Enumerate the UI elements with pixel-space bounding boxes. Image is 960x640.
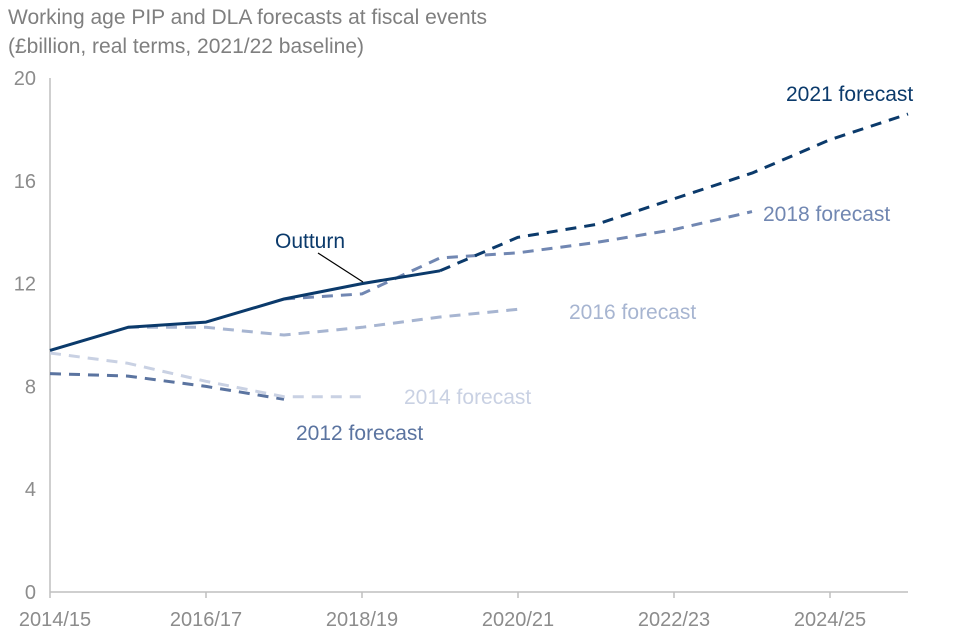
series-outturn bbox=[49, 269, 441, 352]
x-tick-label: 2014/15 bbox=[19, 609, 91, 631]
x-tick-label: 2018/19 bbox=[326, 609, 398, 631]
outturn-leader-line bbox=[317, 252, 364, 283]
label-outturn: Outturn bbox=[275, 230, 345, 253]
label-2021-forecast: 2021 forecast bbox=[786, 83, 913, 106]
label-2018-forecast: 2018 forecast bbox=[763, 203, 890, 226]
x-tick-label: 2020/21 bbox=[482, 609, 554, 631]
y-tick-label: 8 bbox=[25, 376, 36, 398]
label-2012-forecast: 2012 forecast bbox=[296, 422, 423, 445]
label-2014-forecast: 2014 forecast bbox=[404, 386, 531, 409]
chart-subtitle: (£billion, real terms, 2021/22 baseline) bbox=[8, 35, 365, 58]
x-tick-label: 2022/23 bbox=[638, 609, 710, 631]
series-lines bbox=[49, 112, 909, 401]
series-2021-forecast bbox=[439, 112, 909, 273]
y-tick-label: 20 bbox=[14, 68, 36, 90]
axis-ticks: 0 4 8 12 16 20 2014/15 2016/17 2018/19 2020/21 202… bbox=[14, 68, 866, 631]
series-2012-forecast bbox=[49, 372, 285, 401]
y-tick-label: 0 bbox=[25, 582, 36, 604]
x-tick-label: 2016/17 bbox=[170, 609, 242, 631]
series-2018-forecast bbox=[283, 210, 753, 301]
label-2016-forecast: 2016 forecast bbox=[569, 301, 696, 324]
y-tick-label: 4 bbox=[25, 479, 36, 501]
y-tick-label: 12 bbox=[14, 274, 36, 296]
chart-title: Working age PIP and DLA forecasts at fis… bbox=[8, 6, 487, 29]
y-tick-label: 16 bbox=[14, 171, 36, 193]
x-tick-label: 2024/25 bbox=[794, 609, 866, 631]
series-2016-forecast bbox=[128, 307, 519, 337]
series-2014-forecast bbox=[49, 351, 362, 399]
